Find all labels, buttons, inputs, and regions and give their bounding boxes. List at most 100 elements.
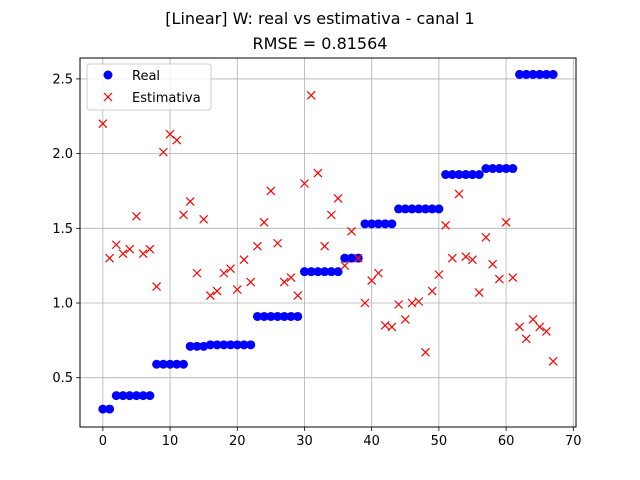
real-point — [232, 340, 242, 350]
real-point — [394, 204, 404, 214]
estimativa-point — [259, 217, 269, 227]
real-point — [252, 311, 262, 321]
real-point — [125, 391, 135, 401]
estimativa-point — [535, 322, 545, 332]
y-tick-label: 1.0 — [52, 297, 73, 312]
estimativa-point — [454, 189, 464, 199]
real-point — [434, 204, 444, 214]
estimativa-point — [461, 252, 471, 262]
real-point — [528, 69, 538, 79]
estimativa-point — [353, 253, 363, 263]
chart-title: [Linear] W: real vs estimativa - canal 1 — [165, 9, 474, 28]
estimativa-point — [501, 217, 511, 227]
estimativa-point — [145, 244, 155, 254]
x-tick-label: 20 — [229, 434, 246, 449]
estimativa-point — [360, 298, 370, 308]
legend: Real Estimativa — [86, 63, 212, 111]
real-point — [467, 170, 477, 180]
real-point — [165, 359, 175, 369]
estimativa-point — [293, 291, 303, 300]
estimativa-point — [185, 196, 195, 206]
legend-estimativa-label: Estimativa — [132, 91, 201, 106]
estimativa-point — [548, 356, 558, 366]
real-point — [340, 253, 350, 263]
estimativa-point — [394, 300, 403, 309]
real-point — [105, 404, 115, 414]
real-point — [293, 311, 303, 321]
estimativa-point — [132, 211, 141, 221]
real-point — [179, 359, 189, 369]
estimativa-point — [387, 322, 397, 332]
real-point — [380, 219, 390, 229]
real-point — [447, 170, 457, 180]
estimativa-point — [427, 286, 437, 296]
estimativa-point — [253, 241, 262, 251]
real-point — [548, 69, 558, 79]
real-point — [541, 69, 551, 79]
y-axis: 0.5 1.0 1.5 2.0 2.5 — [52, 72, 80, 386]
estimativa-point — [421, 347, 430, 357]
estimativa-point — [105, 253, 114, 263]
real-point — [320, 267, 330, 277]
estimativa-point — [152, 282, 162, 291]
real-point — [192, 341, 202, 351]
x-tick-label: 30 — [296, 434, 313, 449]
estimativa-point — [98, 119, 108, 129]
real-point — [306, 267, 316, 277]
real-point — [373, 219, 383, 229]
real-point — [131, 391, 141, 401]
x-axis: 0 10 20 30 40 50 60 70 — [99, 427, 582, 449]
estimativa-point — [515, 322, 524, 332]
estimativa-point — [306, 90, 316, 100]
estimativa-point — [273, 238, 283, 248]
real-point — [299, 267, 309, 277]
plot-frame — [79, 57, 577, 428]
estimativa-point — [447, 253, 457, 263]
real-point — [414, 204, 424, 214]
real-point — [488, 164, 498, 174]
estimativa-point — [266, 186, 276, 196]
real-point — [367, 219, 377, 229]
real-point — [246, 340, 256, 350]
real-point — [535, 69, 545, 79]
estimativa-point — [468, 255, 477, 265]
x-tick-label: 40 — [363, 434, 380, 449]
series-estimativa — [98, 90, 558, 366]
estimativa-point — [226, 264, 235, 274]
estimativa-point — [488, 259, 498, 269]
estimativa-point — [434, 270, 444, 280]
estimativa-point — [232, 285, 242, 294]
x-tick-label: 0 — [99, 434, 107, 449]
real-point — [205, 340, 215, 350]
estimativa-point — [300, 179, 309, 188]
real-point — [494, 164, 504, 174]
series-real — [98, 69, 558, 414]
estimativa-point — [125, 244, 135, 254]
x-tick-label: 50 — [431, 434, 448, 449]
estimativa-point — [373, 268, 383, 278]
estimativa-point — [521, 334, 531, 344]
estimativa-point — [320, 241, 330, 251]
real-point — [152, 359, 162, 369]
real-point — [279, 311, 289, 321]
real-point — [212, 340, 222, 350]
real-point — [313, 267, 323, 277]
legend-box — [86, 63, 212, 111]
estimativa-point — [367, 276, 377, 286]
real-point — [400, 204, 410, 214]
real-point — [474, 170, 484, 180]
estimativa-point — [508, 273, 518, 283]
real-point — [145, 391, 155, 401]
estimativa-point — [172, 135, 182, 145]
real-point — [515, 69, 525, 79]
estimativa-point — [347, 226, 356, 236]
real-point — [387, 219, 397, 229]
estimativa-point — [326, 210, 336, 220]
real-point — [420, 204, 430, 214]
estimativa-point — [333, 194, 343, 203]
real-point — [333, 267, 343, 277]
real-point — [98, 404, 108, 414]
estimativa-point — [179, 210, 188, 220]
x-tick-label: 10 — [162, 434, 179, 449]
real-point — [427, 204, 437, 214]
